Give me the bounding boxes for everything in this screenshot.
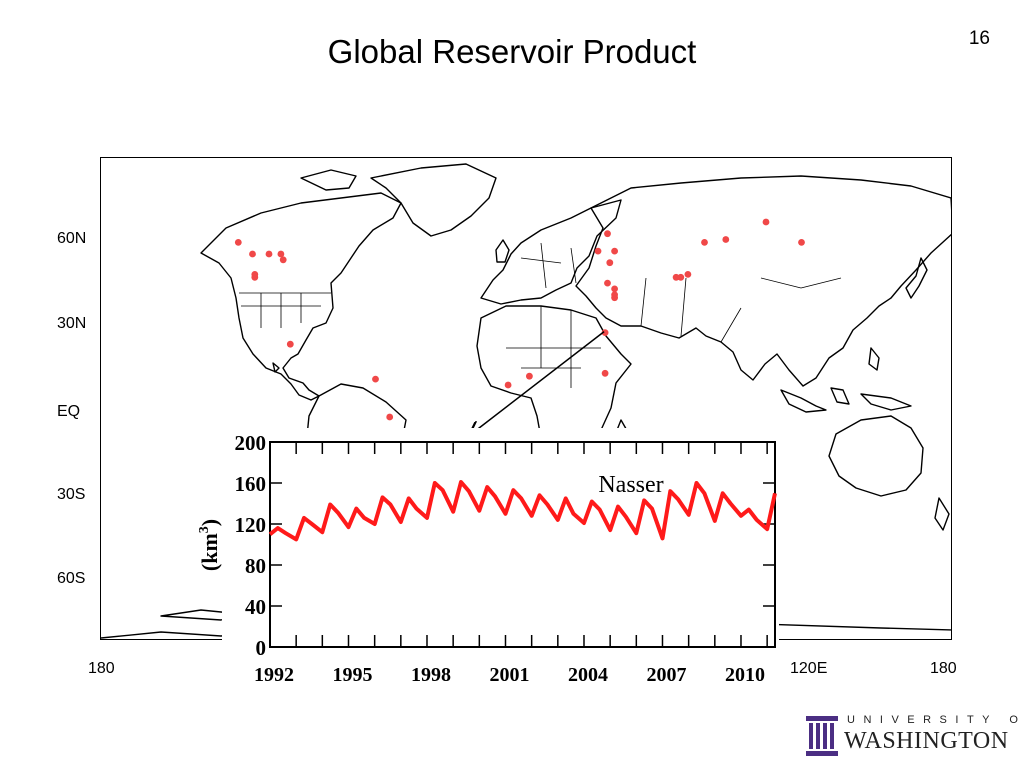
- reservoir-marker: [722, 236, 730, 243]
- x-axis: 1992 1995 1998 2001 2004 2007 2010: [254, 442, 768, 686]
- series-line-nasser: [268, 480, 777, 542]
- y-axis: 0 40 80 120 160 200: [235, 431, 775, 660]
- reservoir-marker: [277, 250, 285, 258]
- reservoir-marker: [762, 218, 770, 226]
- y-tick-label: 200: [235, 431, 267, 455]
- reservoir-marker: [249, 250, 256, 258]
- country-borders: [239, 242, 842, 388]
- reservoir-marker: [684, 271, 692, 278]
- reservoir-marker: [386, 413, 394, 421]
- reservoir-marker: [526, 372, 533, 380]
- slide-title: Global Reservoir Product: [327, 33, 697, 70]
- y-axis-label-close: ): [197, 519, 222, 526]
- reservoir-marker: [279, 256, 287, 264]
- reservoir-marker: [701, 239, 708, 246]
- slide-number: 16: [968, 28, 990, 49]
- y-axis-label: (km3): [197, 519, 222, 571]
- logo-line-2: WASHINGTON: [844, 728, 1009, 754]
- reservoir-marker: [606, 259, 614, 267]
- reservoir-marker: [265, 250, 273, 258]
- y-tick-label: 120: [235, 513, 267, 537]
- reservoir-marker: [251, 273, 259, 281]
- reservoir-marker: [604, 230, 611, 238]
- plot-frame: [269, 441, 776, 648]
- x-tick-label: 1998: [411, 664, 451, 686]
- y-axis-label-text: (km: [197, 533, 222, 571]
- reservoir-marker: [372, 375, 379, 383]
- reservoir-marker: [234, 239, 242, 246]
- reservoir-marker: [677, 273, 685, 281]
- reservoir-marker: [601, 329, 609, 336]
- x-tick-label: 2001: [489, 664, 529, 686]
- x-tick-label: 2004: [568, 664, 608, 686]
- y-tick-label: 0: [256, 636, 267, 660]
- reservoir-marker: [798, 239, 805, 246]
- reservoir-markers: [234, 218, 805, 421]
- reservoir-marker: [611, 247, 618, 255]
- reservoir-marker: [611, 285, 618, 293]
- x-tick-label: 1992: [254, 664, 294, 686]
- y-tick-label: 40: [245, 595, 266, 619]
- lon-label-180-left: 180: [88, 660, 115, 677]
- lat-label-60n: 60N: [57, 230, 87, 247]
- y-axis-label-superscript: 3: [197, 526, 212, 533]
- reservoir-marker: [601, 369, 609, 377]
- reservoir-marker: [594, 247, 602, 255]
- uw-emblem-icon: [806, 716, 838, 756]
- reservoir-marker: [672, 273, 680, 281]
- y-tick-label: 80: [245, 554, 266, 578]
- logo-line-1: UNIVERSITY OF: [847, 714, 1024, 726]
- reservoir-marker: [504, 381, 512, 389]
- callout-arrow: [470, 331, 605, 435]
- reservoir-marker: [611, 294, 618, 302]
- lat-label-30s: 30S: [57, 486, 86, 503]
- x-tick-label: 1995: [332, 664, 372, 686]
- x-tick-label: 2007: [646, 664, 686, 686]
- lat-label-eq: EQ: [57, 403, 81, 420]
- lon-label-180-right: 180: [930, 660, 957, 677]
- lat-label-30n: 30N: [57, 315, 87, 332]
- x-tick-label: 2010: [725, 664, 765, 686]
- y-tick-label: 160: [235, 472, 267, 496]
- lon-label-120e: 120E: [790, 660, 828, 677]
- chart-title: Nasser: [598, 472, 663, 498]
- university-logo: UNIVERSITY OF WASHINGTON: [804, 712, 1024, 758]
- lat-label-60s: 60S: [57, 570, 86, 587]
- reservoir-marker: [604, 279, 611, 287]
- reservoir-marker: [286, 340, 294, 348]
